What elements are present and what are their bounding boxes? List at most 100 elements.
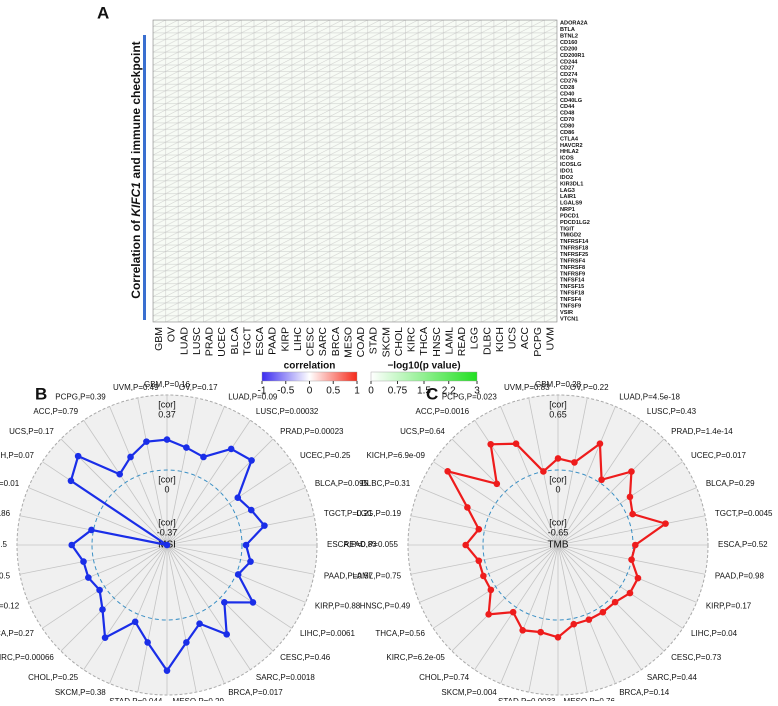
category-label: BRCA,P=0.14 <box>619 688 670 697</box>
point <box>597 440 604 447</box>
r-tick-label: 0 <box>164 484 169 494</box>
point <box>132 618 139 625</box>
legend-title: −log10(p value) <box>387 361 460 372</box>
row-label: TNFRSF14 <box>560 239 589 245</box>
column-label: SARC <box>317 327 329 357</box>
row-label: TNFSF14 <box>560 278 585 284</box>
panel-label: C <box>426 384 438 403</box>
row-label: CD274 <box>560 72 578 78</box>
column-label: READ <box>456 327 468 357</box>
r-axis-title: [cor] <box>549 474 567 484</box>
r-axis-title: [cor] <box>158 474 176 484</box>
column-label: MESO <box>342 327 354 358</box>
heatmap-grid <box>153 20 557 322</box>
point <box>586 616 593 623</box>
point <box>628 556 635 563</box>
point <box>555 455 562 462</box>
category-label: LIHC,P=0.04 <box>691 629 738 638</box>
category-label: LUAD,P=4.5e-18 <box>619 392 680 401</box>
point <box>164 542 171 549</box>
category-label: READ,P=0.5 <box>0 540 8 549</box>
category-label: KIRP,P=0.17 <box>706 601 752 610</box>
category-label: SARC,P=0.44 <box>647 673 698 682</box>
column-label: CESC <box>305 327 317 357</box>
column-label: ESCA <box>254 327 266 356</box>
category-label: STAD,P=0.044 <box>109 697 163 701</box>
r-tick-label: -0.65 <box>548 527 569 537</box>
point <box>228 446 235 453</box>
category-label: PCPG,P=0.023 <box>442 392 497 401</box>
category-label: LGG,P=0.19 <box>356 509 401 518</box>
row-label: IDO2 <box>560 175 573 181</box>
row-label: BTNL2 <box>560 34 578 40</box>
column-label: SKCM <box>380 327 392 357</box>
point <box>88 527 95 534</box>
row-label: CD276 <box>560 79 577 85</box>
column-label: KIRC <box>406 327 418 353</box>
row-label: CD200 <box>560 46 577 52</box>
column-label: CHOL <box>393 327 405 356</box>
row-label: NRP1 <box>560 207 575 213</box>
point <box>464 504 471 511</box>
category-label: READ,P=0.055 <box>344 540 399 549</box>
row-label: CD200R1 <box>560 53 585 59</box>
point <box>600 609 607 616</box>
point <box>68 478 75 485</box>
legend-tick-label: 0 <box>307 386 313 397</box>
column-label: OV <box>166 327 178 342</box>
r-axis-title: [cor] <box>158 517 176 527</box>
column-label: LUAD <box>178 327 190 355</box>
point <box>475 526 482 533</box>
column-label: GBM <box>153 327 165 351</box>
point <box>243 542 250 549</box>
point <box>235 571 242 578</box>
row-label: CD40LG <box>560 98 582 104</box>
point <box>221 599 228 606</box>
column-label: COAD <box>355 327 367 358</box>
point <box>662 520 669 527</box>
category-label: TGCT,P=0.0045 <box>715 509 773 518</box>
category-label: CESC,P=0.46 <box>280 653 331 662</box>
point <box>234 494 241 501</box>
category-label: LUSC,P=0.43 <box>647 407 697 416</box>
point <box>570 621 577 628</box>
point <box>200 454 207 461</box>
point <box>629 511 636 518</box>
point <box>102 634 109 641</box>
category-label: LIHC,P=0.0061 <box>300 629 355 638</box>
point <box>247 558 254 565</box>
category-label: KIRP,P=0.88 <box>315 601 361 610</box>
column-label: LIHC <box>292 327 304 351</box>
panel-label: B <box>35 384 47 403</box>
category-label: THCA,P=0.56 <box>375 629 425 638</box>
category-label: PRAD,P=0.00023 <box>280 427 344 436</box>
category-label: DLBC,P=0.31 <box>361 479 411 488</box>
row-label: CD80 <box>560 124 574 130</box>
point <box>68 542 75 549</box>
legend-tick-label: 0 <box>368 386 374 397</box>
category-label: KIRC,P=0.00066 <box>0 653 54 662</box>
column-label: ACC <box>519 327 531 350</box>
category-label: BRCA,P=0.017 <box>228 688 283 697</box>
point <box>96 587 103 594</box>
point <box>183 639 190 646</box>
point <box>223 631 230 638</box>
category-label: OV,P=0.17 <box>179 383 218 392</box>
point <box>537 629 544 636</box>
category-label: CHOL,P=0.74 <box>419 673 470 682</box>
axis-bar <box>143 35 146 320</box>
point <box>628 468 635 475</box>
column-label: KICH <box>494 327 506 352</box>
column-label: PRAD <box>204 327 216 357</box>
point <box>635 575 642 582</box>
category-label: HNSC,P=0.49 <box>360 601 411 610</box>
column-label: LGG <box>469 327 481 349</box>
r-axis-title: [cor] <box>158 399 176 409</box>
category-label: UCEC,P=0.25 <box>300 451 351 460</box>
category-label: UCS,P=0.17 <box>9 427 54 436</box>
r-tick-label: -0.37 <box>157 527 178 537</box>
column-label: THCA <box>418 327 430 356</box>
point <box>519 627 526 634</box>
point <box>85 574 92 581</box>
column-label: PAAD <box>267 327 279 355</box>
